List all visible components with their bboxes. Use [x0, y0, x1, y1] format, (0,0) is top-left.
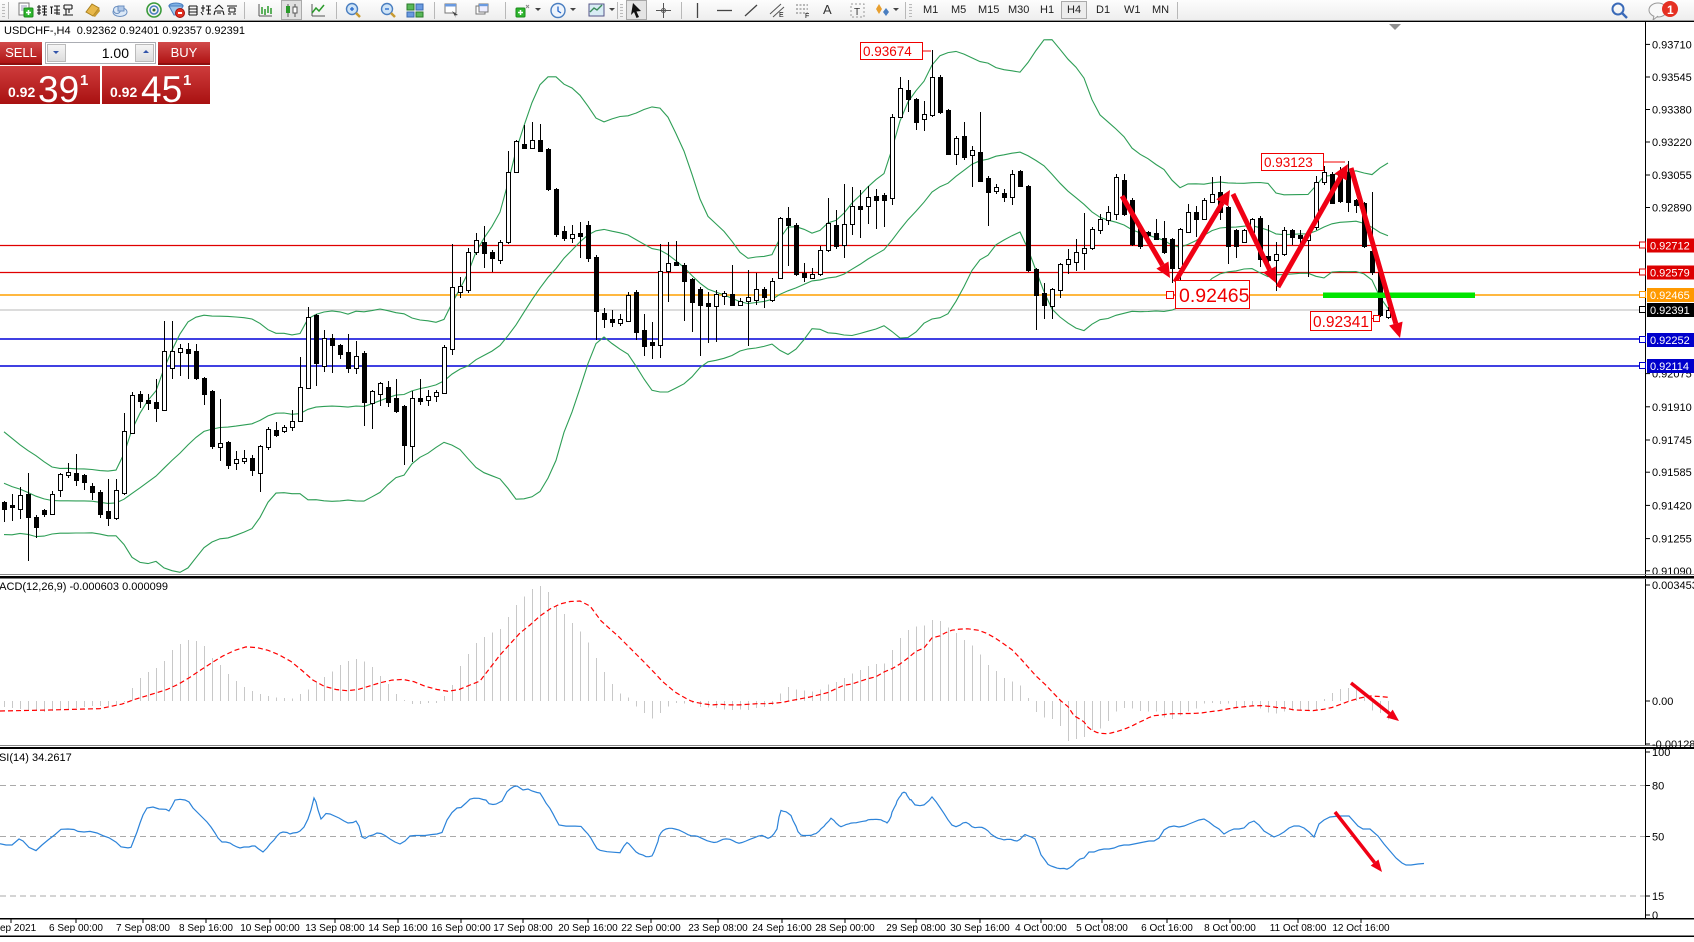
svg-text:0.91420: 0.91420: [1652, 500, 1692, 512]
svg-text:15: 15: [1652, 891, 1664, 903]
svg-text:USDCHF-,H4 0.92362 0.92401 0.: USDCHF-,H4 0.92362 0.92401 0.92357 0.923…: [4, 25, 245, 37]
svg-text:1: 1: [1667, 3, 1674, 17]
svg-text:4 Oct 00:00: 4 Oct 00:00: [1015, 923, 1067, 934]
svg-text:0.91585: 0.91585: [1652, 467, 1692, 479]
svg-text:0.93674: 0.93674: [863, 44, 912, 59]
svg-text:11 Oct 08:00: 11 Oct 08:00: [1270, 923, 1327, 934]
svg-text:0.93545: 0.93545: [1652, 72, 1692, 84]
svg-text:6 Sep 00:00: 6 Sep 00:00: [49, 923, 103, 934]
svg-text:28 Sep 00:00: 28 Sep 00:00: [815, 923, 875, 934]
svg-text:F: F: [805, 13, 809, 19]
svg-text:0.93220: 0.93220: [1652, 137, 1692, 149]
svg-text:0.92465: 0.92465: [1179, 285, 1250, 307]
svg-text:0.92252: 0.92252: [1650, 335, 1690, 347]
svg-text:0.003453: 0.003453: [1652, 580, 1694, 592]
svg-text:0.91255: 0.91255: [1652, 534, 1692, 546]
svg-text:-0.001283: -0.001283: [1652, 739, 1694, 751]
svg-text:8 Oct 00:00: 8 Oct 00:00: [1204, 923, 1256, 934]
svg-text:16 Sep 00:00: 16 Sep 00:00: [431, 923, 491, 934]
svg-text:0.93380: 0.93380: [1652, 105, 1692, 117]
svg-text:17 Sep 08:00: 17 Sep 08:00: [493, 923, 553, 934]
svg-text:0.92890: 0.92890: [1652, 203, 1692, 215]
svg-text:6 Oct 16:00: 6 Oct 16:00: [1141, 923, 1193, 934]
svg-text:ep 2021: ep 2021: [0, 923, 37, 934]
svg-text:0.92579: 0.92579: [1650, 268, 1690, 280]
svg-text:MACD(12,26,9) -0.000603 0.0000: MACD(12,26,9) -0.000603 0.000099: [0, 581, 168, 593]
svg-text:0.92114: 0.92114: [1650, 361, 1689, 373]
svg-text:0.93123: 0.93123: [1264, 155, 1313, 170]
svg-text:20 Sep 16:00: 20 Sep 16:00: [558, 923, 618, 934]
svg-text:0.92712: 0.92712: [1650, 241, 1690, 253]
svg-text:0.92465: 0.92465: [1650, 290, 1690, 302]
svg-text:0.93710: 0.93710: [1652, 39, 1692, 51]
svg-text:8 Sep 16:00: 8 Sep 16:00: [179, 923, 233, 934]
svg-text:24 Sep 16:00: 24 Sep 16:00: [752, 923, 812, 934]
svg-text:5 Oct 08:00: 5 Oct 08:00: [1076, 923, 1128, 934]
svg-text:80: 80: [1652, 781, 1664, 793]
svg-text:30 Sep 16:00: 30 Sep 16:00: [950, 923, 1010, 934]
svg-text:14 Sep 16:00: 14 Sep 16:00: [368, 923, 428, 934]
svg-text:7 Sep 08:00: 7 Sep 08:00: [116, 923, 170, 934]
svg-text:100: 100: [1652, 747, 1670, 759]
svg-text:0.91910: 0.91910: [1652, 402, 1692, 414]
svg-text:0.93055: 0.93055: [1652, 170, 1692, 182]
svg-text:29 Sep 08:00: 29 Sep 08:00: [886, 923, 946, 934]
svg-text:50: 50: [1652, 832, 1664, 844]
svg-text:0.91745: 0.91745: [1652, 435, 1692, 447]
svg-text:22 Sep 00:00: 22 Sep 00:00: [621, 923, 681, 934]
svg-text:13 Sep 08:00: 13 Sep 08:00: [305, 923, 365, 934]
svg-text:23 Sep 08:00: 23 Sep 08:00: [688, 923, 748, 934]
svg-text:E: E: [779, 12, 784, 19]
svg-text:0.00: 0.00: [1652, 696, 1673, 708]
svg-text:T: T: [854, 7, 860, 18]
svg-text:RSI(14) 34.2617: RSI(14) 34.2617: [0, 752, 72, 764]
svg-text:0.92391: 0.92391: [1650, 305, 1690, 317]
svg-text:12 Oct 16:00: 12 Oct 16:00: [1332, 923, 1390, 934]
svg-text:0: 0: [1652, 910, 1658, 922]
svg-text:0.92341: 0.92341: [1313, 314, 1369, 331]
svg-text:10 Sep 00:00: 10 Sep 00:00: [240, 923, 300, 934]
